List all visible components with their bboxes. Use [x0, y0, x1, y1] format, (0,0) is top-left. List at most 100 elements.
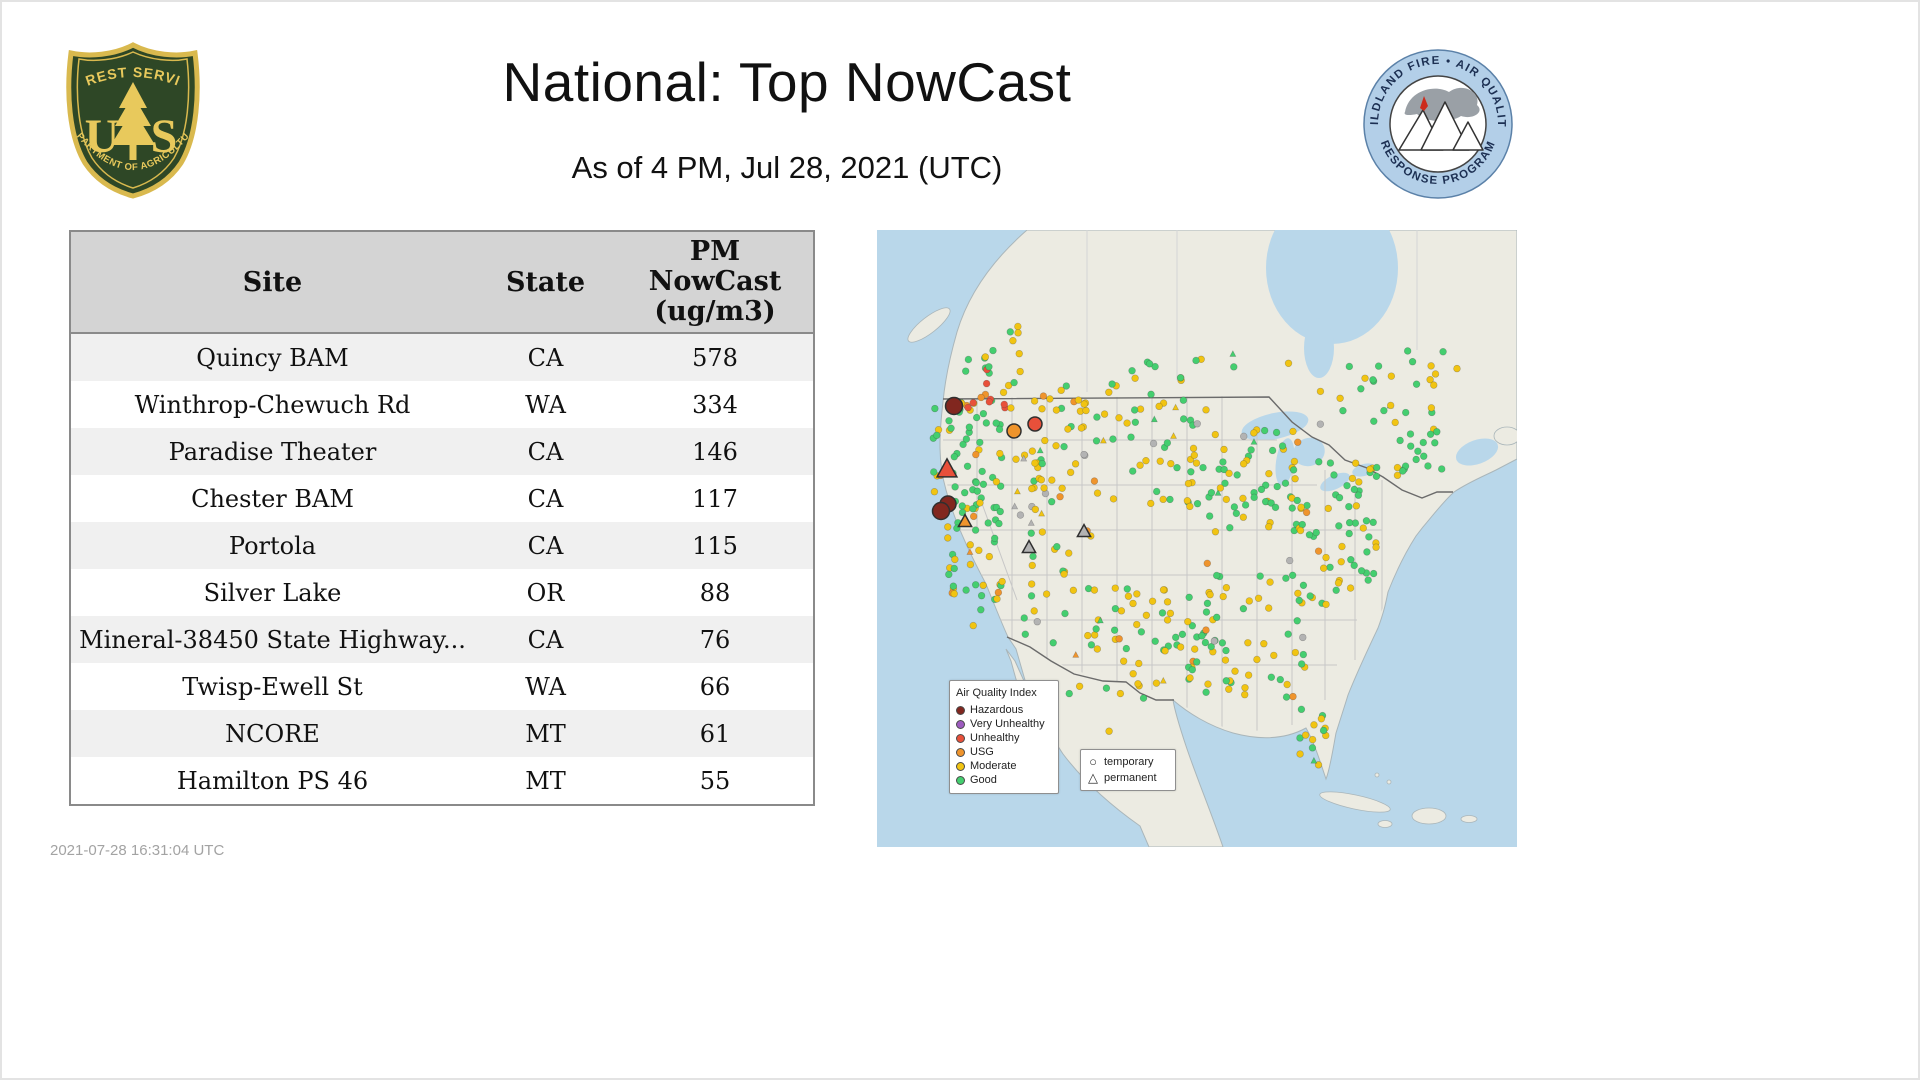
station-dot — [1241, 684, 1249, 692]
station-dot — [994, 588, 1003, 597]
nowcast-table-body: Quincy BAM CA 578 Winthrop-Chewuch Rd WA 334 P… — [70, 333, 814, 805]
station-dot — [995, 519, 1003, 528]
station-dot — [964, 355, 973, 364]
station-dot — [1354, 491, 1363, 499]
station-dot — [1030, 397, 1039, 405]
station-dot — [945, 570, 953, 579]
station-dot — [1029, 552, 1037, 561]
hazardous-dot-icon — [956, 705, 965, 715]
station-dot — [1281, 479, 1290, 487]
station-dot — [1222, 646, 1230, 655]
station-dot — [1267, 673, 1276, 681]
station-dot — [1060, 570, 1068, 578]
station-dot — [1322, 600, 1330, 609]
station-dot — [1240, 432, 1248, 441]
shape-legend-item: ○ temporary — [1087, 754, 1169, 770]
station-dot — [975, 546, 983, 555]
station-dot — [1299, 581, 1308, 590]
station-dot — [1245, 597, 1253, 605]
province-borders — [1086, 230, 1418, 392]
station-dot — [1129, 670, 1137, 678]
station-dot — [962, 435, 971, 443]
station-dot — [1135, 659, 1143, 668]
station-dot — [1212, 571, 1221, 580]
station-dot — [1250, 437, 1258, 445]
station-dot — [1414, 447, 1422, 455]
station-dot — [1380, 406, 1388, 415]
station-dot — [1014, 329, 1022, 337]
station-dot — [1260, 426, 1269, 435]
station-dot — [985, 398, 994, 406]
station-dot — [1257, 485, 1266, 494]
station-dot — [1366, 465, 1374, 473]
station-dot — [1229, 350, 1237, 357]
station-dot — [1193, 658, 1201, 666]
station-dot — [1361, 374, 1369, 382]
site-cell: Hamilton PS 46 — [176, 766, 369, 795]
station-dot — [1159, 586, 1168, 594]
aqi-map: Air Quality Index Hazardous Very Unhealth… — [877, 230, 1517, 847]
station-dot — [1244, 639, 1252, 647]
station-dot — [1357, 567, 1366, 575]
station-dot — [1199, 463, 1207, 472]
station-dot — [1334, 579, 1343, 587]
station-dot — [1021, 630, 1029, 638]
legend-item: Unhealthy — [956, 731, 1052, 745]
station-dot — [1301, 731, 1310, 739]
station-dot — [1071, 460, 1080, 468]
station-dot — [1133, 590, 1141, 598]
station-dot — [1150, 415, 1158, 423]
legend-item: Good — [956, 773, 1052, 787]
station-dot — [1142, 456, 1150, 465]
station-dot — [1393, 463, 1402, 472]
pm-value-cell: 76 — [699, 625, 731, 654]
station-dot — [1163, 439, 1172, 447]
legend-item: USG — [956, 745, 1052, 759]
station-dot — [1129, 599, 1137, 608]
station-dot — [1272, 428, 1281, 437]
station-dot — [951, 555, 959, 564]
station-dot — [1431, 439, 1439, 447]
station-dot — [1164, 642, 1173, 650]
station-dot — [1265, 523, 1273, 531]
station-dot — [1338, 542, 1346, 551]
station-dot — [1439, 348, 1447, 356]
station-dot — [1087, 641, 1096, 649]
station-dot — [969, 512, 978, 521]
station-dot — [933, 431, 941, 440]
station-dot — [1052, 406, 1061, 414]
page-title: National: Top NowCast — [502, 51, 1072, 113]
station-dot — [1316, 420, 1325, 428]
station-dot — [1293, 496, 1301, 505]
station-dot — [1297, 660, 1306, 668]
station-dot — [1420, 452, 1428, 460]
aqi-legend: Air Quality Index Hazardous Very Unhealth… — [949, 680, 1059, 794]
station-dot — [1335, 522, 1343, 530]
station-dot — [1092, 625, 1100, 633]
station-dot — [1109, 495, 1118, 503]
station-dot — [1058, 484, 1066, 492]
station-dot — [1040, 484, 1048, 492]
station-dot — [1427, 404, 1436, 412]
station-dot — [1192, 356, 1200, 365]
station-dot — [1072, 650, 1080, 658]
state-column-header: State — [474, 231, 617, 334]
station-dot — [1372, 472, 1381, 481]
station-dot — [931, 404, 939, 413]
table-row: Hamilton PS 46 MT 55 — [70, 757, 814, 805]
station-dot — [1295, 596, 1303, 605]
station-dot — [1116, 689, 1125, 698]
station-dot — [1187, 468, 1195, 476]
station-dot — [958, 502, 966, 510]
station-dot — [1265, 469, 1273, 478]
site-cell: Chester BAM — [191, 484, 354, 513]
station-dot — [978, 467, 986, 476]
station-dot — [1218, 639, 1227, 647]
station-dot — [977, 393, 985, 402]
station-dot — [1345, 502, 1353, 511]
station-dot — [1011, 502, 1019, 510]
state-cell: WA — [525, 672, 566, 701]
legend-item: Moderate — [956, 759, 1052, 773]
islands — [907, 307, 1517, 828]
